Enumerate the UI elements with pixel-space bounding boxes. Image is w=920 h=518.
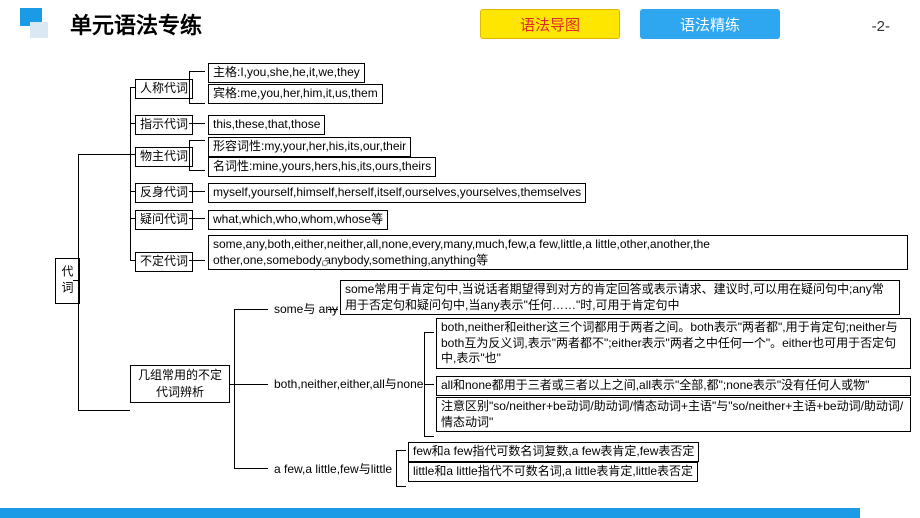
leaf-both-3: 注意区别"so/neither+be动词/助动词/情态动词+主语"与"so/ne… <box>436 397 911 432</box>
cat-interrogative: 疑问代词 <box>135 210 193 230</box>
leaf-poss-adj: 形容词性:my,your,her,his,its,our,their <box>208 137 411 157</box>
cat-demonstrative: 指示代词 <box>135 115 193 135</box>
root-pronoun: 代词 <box>55 258 80 304</box>
leaf-both-2: all和none都用于三者或三者以上之间,all表示"全部,都";none表示"… <box>436 376 911 396</box>
nav-grammar-map-button[interactable]: 语法导图 <box>480 9 620 39</box>
logo <box>10 8 50 40</box>
footer-bar <box>0 508 920 518</box>
footer-bar-gap <box>860 508 920 518</box>
cat-personal: 人称代词 <box>135 79 193 99</box>
cat-possessive: 物主代词 <box>135 147 193 167</box>
leaf-object: 宾格:me,you,her,him,it,us,them <box>208 84 383 104</box>
leaf-few-1: few和a few指代可数名词复数,a few表肯定,few表否定 <box>408 442 699 462</box>
cat-indefinite: 不定代词 <box>135 252 193 272</box>
leaf-subject: 主格:I,you,she,he,it,we,they <box>208 63 365 83</box>
leaf-some-any: some常用于肯定句中,当说话者期望得到对方的肯定回答或表示请求、建议时,可以用… <box>340 280 900 315</box>
leaf-demo: this,these,that,those <box>208 115 325 135</box>
page-number: -2- <box>872 18 890 35</box>
cat-reflexive: 反身代词 <box>135 183 193 203</box>
page-title: 单元语法专练 <box>70 8 202 40</box>
cursor-dot-icon <box>322 260 328 266</box>
leaf-both-1: both,neither和either这三个词都用于两者之间。both表示"两者… <box>436 318 911 369</box>
leaf-interrogative: what,which,who,whom,whose等 <box>208 210 388 230</box>
leaf-poss-noun: 名词性:mine,yours,hers,his,its,ours,theirs <box>208 157 436 177</box>
grammar-diagram: 代词 人称代词 主格:I,you,she,he,it,we,they 宾格:me… <box>0 60 920 480</box>
leaf-reflexive: myself,yourself,himself,herself,itself,o… <box>208 183 586 203</box>
leaf-few-2: little和a little指代不可数名词,a little表肯定,littl… <box>408 462 698 482</box>
label-few-little: a few,a little,few与little <box>270 461 396 479</box>
nav-grammar-practice-button[interactable]: 语法精练 <box>640 9 780 39</box>
label-both-etc: both,neither,either,all与none <box>270 376 427 394</box>
leaf-indefinite: some,any,both,either,neither,all,none,ev… <box>208 235 908 270</box>
cat-analysis: 几组常用的不定代词辨析 <box>130 365 230 403</box>
